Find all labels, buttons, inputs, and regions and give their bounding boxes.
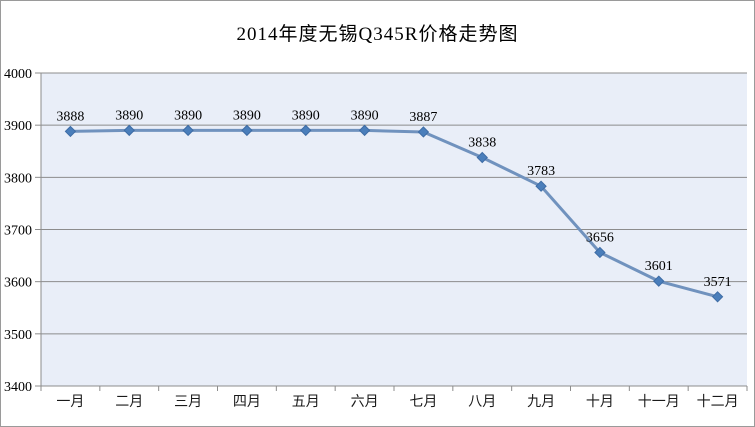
- data-label: 3890: [174, 108, 202, 123]
- y-tick-label: 3900: [4, 119, 32, 134]
- x-tick-label: 三月: [174, 394, 202, 410]
- data-label: 3571: [704, 275, 732, 290]
- data-label: 3890: [351, 108, 379, 123]
- data-point-marker: [711, 291, 724, 303]
- data-point-marker: [182, 124, 194, 137]
- data-label: 3890: [233, 108, 261, 123]
- y-tick-label: 4000: [4, 67, 32, 82]
- data-point-marker: [535, 180, 547, 192]
- data-point-marker: [594, 246, 606, 259]
- data-label: 3783: [527, 164, 555, 179]
- x-tick-label: 六月: [351, 394, 379, 410]
- x-tick-label: 八月: [468, 394, 496, 410]
- data-point-marker: [64, 125, 77, 138]
- series-line: [68, 128, 720, 299]
- data-point-marker: [358, 124, 371, 137]
- data-label: 3888: [56, 109, 84, 124]
- y-tick-label: 3400: [4, 380, 32, 395]
- x-tick-label: 七月: [409, 394, 437, 410]
- data-label: 3838: [468, 136, 496, 151]
- y-tick-label: 3500: [4, 328, 32, 343]
- x-tick-label: 十一月: [638, 394, 680, 410]
- x-tick-label: 二月: [115, 394, 143, 410]
- x-tick-label: 四月: [233, 394, 261, 410]
- data-point-marker: [476, 151, 488, 164]
- y-tick-label: 3600: [4, 276, 32, 291]
- data-label: 3890: [115, 108, 143, 123]
- x-tick-label: 十月: [586, 394, 614, 410]
- chart-title: 2014年度无锡Q345R价格走势图: [236, 24, 519, 45]
- x-tick-label: 十二月: [697, 394, 739, 410]
- data-label: 3656: [586, 230, 614, 245]
- x-tick-label: 一月: [56, 394, 84, 410]
- data-point-marker: [417, 126, 430, 138]
- data-point-marker: [653, 275, 665, 287]
- y-tick-label: 3700: [4, 224, 32, 239]
- y-tick-label: 3800: [4, 171, 32, 186]
- data-point-marker: [123, 124, 135, 137]
- data-label: 3890: [292, 108, 320, 123]
- x-tick-label: 五月: [292, 394, 320, 410]
- data-point-marker: [300, 124, 312, 137]
- data-point-marker: [241, 124, 253, 137]
- data-label: 3601: [645, 259, 673, 274]
- data-label: 3887: [409, 110, 437, 125]
- x-tick-label: 九月: [527, 394, 555, 410]
